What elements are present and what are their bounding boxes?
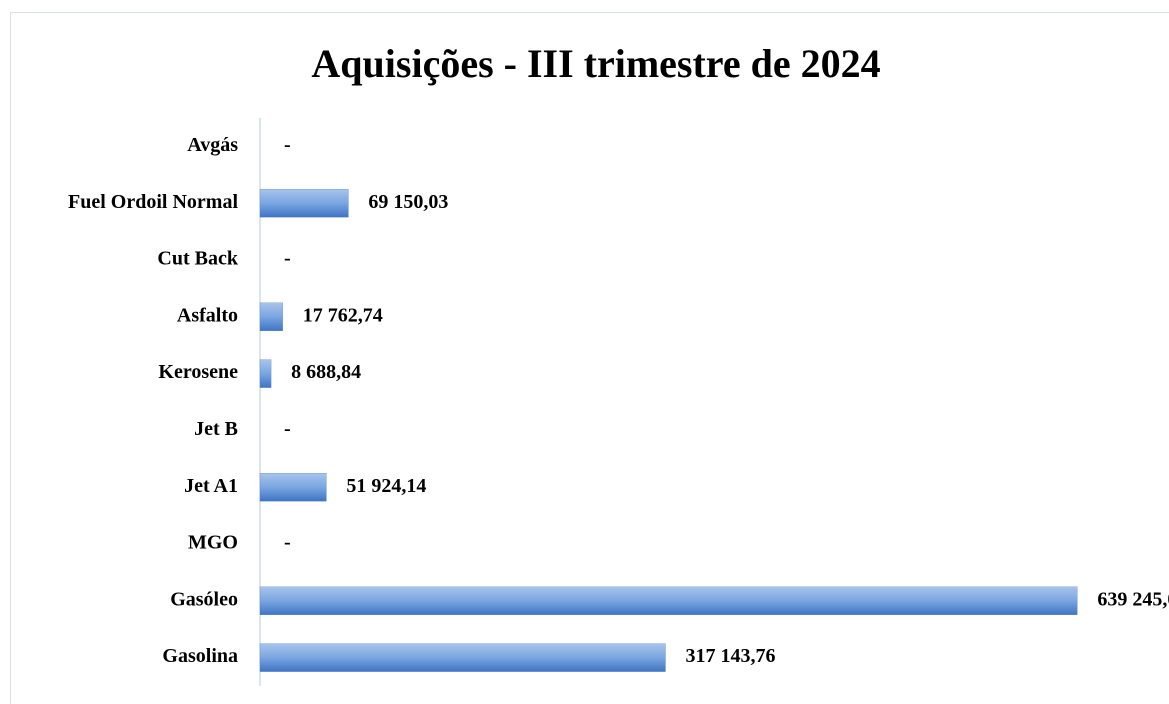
category-label: Fuel Ordoil Normal — [68, 191, 238, 213]
category-label: Gasóleo — [170, 588, 238, 610]
value-label: 17 762,74 — [303, 304, 383, 326]
bar — [259, 586, 1078, 615]
category-label: Jet B — [194, 418, 238, 440]
value-label: - — [284, 532, 291, 554]
value-label: - — [284, 248, 291, 270]
category-label: Cut Back — [157, 248, 238, 270]
bar — [259, 189, 349, 218]
value-label: - — [284, 134, 291, 156]
value-label: 8 688,84 — [291, 361, 361, 383]
value-label: 69 150,03 — [368, 191, 448, 213]
bar — [259, 473, 327, 502]
value-label: 51 924,14 — [346, 475, 426, 497]
bar — [259, 643, 666, 672]
bar — [259, 359, 272, 388]
value-label: 317 143,76 — [685, 645, 775, 667]
value-label: 639 245,00 — [1097, 588, 1169, 610]
category-label: Gasolina — [162, 645, 238, 667]
category-label: MGO — [188, 532, 238, 554]
chart-title: Aquisições - III trimestre de 2024 — [311, 41, 880, 86]
value-label: - — [284, 418, 291, 440]
category-label: Kerosene — [158, 361, 238, 383]
category-label: Jet A1 — [184, 475, 238, 497]
category-label: Asfalto — [177, 304, 238, 326]
bar — [259, 302, 283, 331]
category-label: Avgás — [187, 134, 238, 156]
